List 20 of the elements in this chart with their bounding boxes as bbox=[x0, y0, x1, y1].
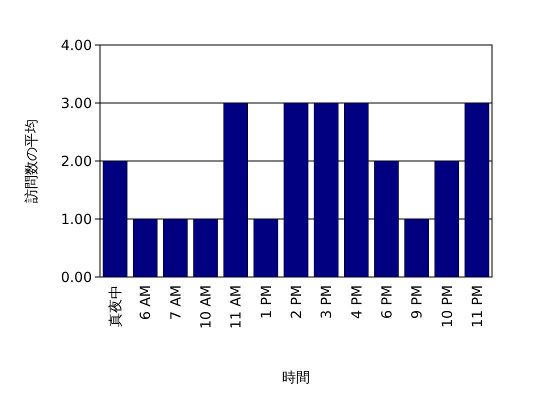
x-tick-label: 11 AM bbox=[228, 285, 245, 329]
x-tick-label: 6 AM bbox=[138, 285, 154, 320]
x-tick-label: 11 PM bbox=[470, 285, 486, 328]
x-tick-label: 9 PM bbox=[410, 285, 426, 319]
x-tick-label: 2 PM bbox=[289, 285, 305, 319]
x-tick-label: 3 PM bbox=[319, 285, 336, 319]
y-tick-label: 3.00 bbox=[60, 96, 92, 112]
y-tick-label: 1.00 bbox=[60, 212, 92, 228]
y-tick-label: 0.00 bbox=[60, 270, 92, 286]
y-tick-label: 2.00 bbox=[60, 154, 92, 170]
x-tick-label: 10 AM bbox=[198, 285, 215, 329]
x-tick-label: 6 PM bbox=[379, 285, 396, 319]
y-tick-label: 4.00 bbox=[60, 38, 92, 54]
x-axis-title: 時間 bbox=[282, 370, 310, 386]
x-tick-label: 4 PM bbox=[349, 285, 366, 319]
x-tick-label: 10 PM bbox=[440, 285, 456, 328]
y-axis-title: 訪問数の平均 bbox=[24, 119, 40, 203]
x-tick-label: 7 AM bbox=[168, 285, 184, 320]
x-tick-label: 1 PM bbox=[258, 285, 275, 319]
x-tick-label: 真夜中 bbox=[108, 285, 124, 327]
